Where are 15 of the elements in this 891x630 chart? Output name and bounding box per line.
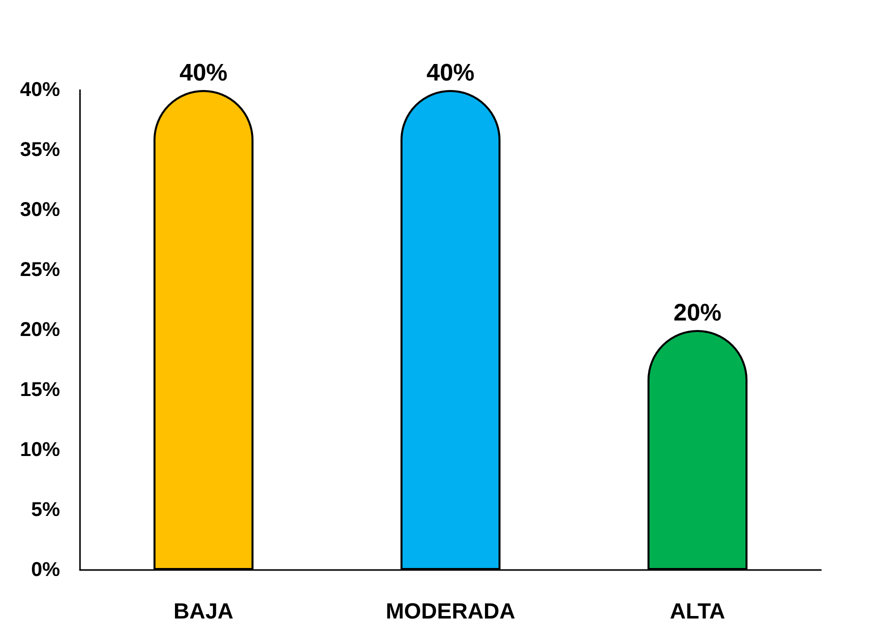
y-tick-label: 20% — [20, 319, 60, 341]
y-tick-label: 0% — [31, 559, 60, 581]
y-tick-label: 35% — [20, 139, 60, 161]
y-tick-label: 10% — [20, 439, 60, 461]
x-tick-label: ALTA — [670, 598, 726, 624]
y-tick-label: 15% — [20, 379, 60, 401]
data-label: 40% — [426, 60, 475, 86]
y-tick-label: 25% — [20, 259, 60, 281]
x-tick-label: MODERADA — [386, 598, 516, 624]
x-tick-label: BAJA — [174, 598, 234, 624]
data-label: 40% — [179, 60, 228, 86]
y-tick-label: 40% — [20, 79, 60, 101]
y-tick-label: 30% — [20, 199, 60, 221]
y-tick-label: 5% — [31, 499, 60, 521]
data-label: 20% — [673, 300, 722, 326]
